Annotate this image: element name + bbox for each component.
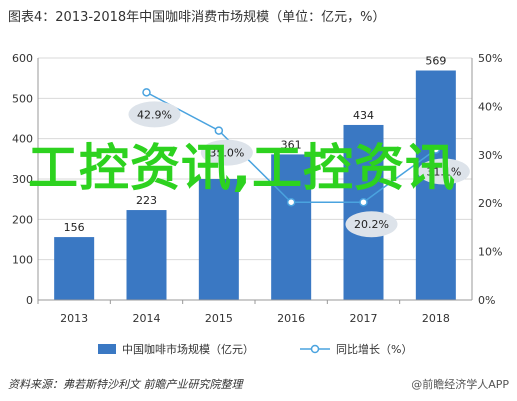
gridlines xyxy=(38,57,472,301)
bar-data-label: 569 xyxy=(425,55,446,68)
y-right-tick-label: 40% xyxy=(478,100,502,113)
growth-point xyxy=(286,197,296,207)
bar-series: 156 223 361 434 569 xyxy=(54,55,456,301)
legend-line-label: 同比增长（%） xyxy=(336,342,412,356)
y-right-tick-label: 10% xyxy=(478,246,502,259)
y-left-tick-label: 400 xyxy=(12,133,33,146)
bar-data-label: 223 xyxy=(136,194,157,207)
bar-data-label: 361 xyxy=(281,138,302,151)
growth-point xyxy=(142,88,151,97)
y-left-tick-label: 300 xyxy=(12,173,33,186)
legend-bar-swatch xyxy=(98,344,116,354)
growth-label-bubble xyxy=(200,139,253,166)
axes: 0 100 200 300 400 500 600 0% 10% 20% 30% 40% 50% 2013… xyxy=(12,52,502,325)
legend-line-marker xyxy=(310,344,320,354)
y-left-tick-label: 600 xyxy=(12,52,33,65)
source-note: 资料来源：弗若斯特沙利文 前瞻产业研究院整理 xyxy=(8,378,243,391)
growth-data-label: 20.2% xyxy=(354,218,389,231)
x-tick-label: 2013 xyxy=(60,312,88,325)
y-right-tick-label: 0% xyxy=(478,294,495,307)
y-right-tick-label: 20% xyxy=(478,197,502,210)
y-left-tick-label: 200 xyxy=(12,213,33,226)
growth-label-bubble xyxy=(128,101,181,128)
x-tick-label: 2016 xyxy=(277,312,305,325)
growth-data-label: 42.9% xyxy=(137,108,172,121)
chart-title: 图表4：2013-2018年中国咖啡消费市场规模（单位：亿元，%） xyxy=(8,10,386,25)
brand-label: @前瞻经济学人APP xyxy=(411,378,509,391)
y-right-tick-label: 50% xyxy=(478,52,502,65)
y-left-tick-label: 100 xyxy=(12,254,33,267)
bar xyxy=(126,210,167,300)
y-right-tick-label: 30% xyxy=(478,149,502,162)
bar xyxy=(54,237,95,300)
y-left-tick-label: 0 xyxy=(26,294,33,307)
y-left-tick-label: 500 xyxy=(12,92,33,105)
bar xyxy=(271,154,312,300)
legend-bar-label: 中国咖啡市场规模（亿元） xyxy=(122,342,254,356)
bar-data-label: 434 xyxy=(353,109,374,122)
x-tick-label: 2014 xyxy=(133,312,161,325)
line-series: 42.9% 35.0% 20.2% 31.1% xyxy=(128,88,470,238)
growth-data-label: 31.1% xyxy=(426,165,461,178)
x-tick-label: 2018 xyxy=(422,312,450,325)
bar-data-label: 156 xyxy=(64,221,85,234)
bar xyxy=(198,179,239,300)
growth-point xyxy=(359,197,368,207)
growth-data-label: 35.0% xyxy=(209,147,244,160)
x-tick-label: 2015 xyxy=(205,312,233,325)
x-tick-label: 2017 xyxy=(350,312,378,325)
growth-point xyxy=(431,145,441,154)
bar xyxy=(415,70,456,301)
growth-label-bubble xyxy=(417,158,470,185)
legend: 中国咖啡市场规模（亿元） 同比增长（%） xyxy=(98,342,412,356)
growth-point xyxy=(214,126,224,135)
growth-label-bubble xyxy=(345,211,398,238)
